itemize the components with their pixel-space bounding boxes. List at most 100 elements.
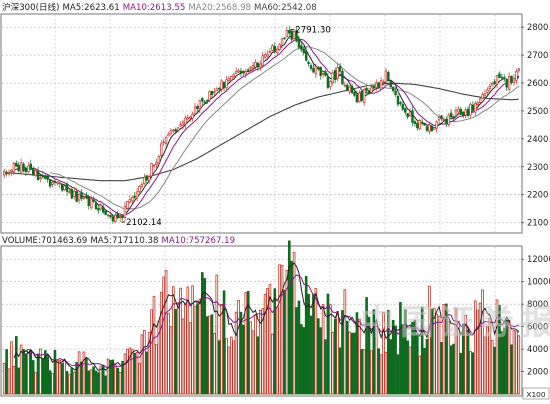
price-tick-label: 2600 xyxy=(527,78,548,88)
candle-body xyxy=(391,86,395,92)
volume-bar xyxy=(505,319,509,395)
volume-bar xyxy=(360,349,364,395)
candle-body xyxy=(210,90,214,96)
candle-body xyxy=(121,215,124,218)
candle-body xyxy=(319,66,322,76)
volume-bar xyxy=(452,343,455,395)
candle-body xyxy=(377,82,380,89)
candle xyxy=(401,100,405,111)
candle xyxy=(205,98,209,105)
legend-entry: MA60:2542.08 xyxy=(254,3,317,13)
volume-bar xyxy=(483,336,487,395)
volume-bars xyxy=(2,240,521,395)
candle-body xyxy=(140,184,144,187)
volume-bar xyxy=(464,314,467,395)
candle-body xyxy=(466,108,470,116)
candle xyxy=(160,139,163,160)
candle xyxy=(138,184,141,194)
candle-body xyxy=(507,76,511,90)
candle-body xyxy=(114,215,117,222)
volume-bar xyxy=(275,307,279,395)
candle-body xyxy=(179,124,182,127)
volume-bar xyxy=(461,323,465,395)
volume-bar xyxy=(196,303,199,395)
volume-bar xyxy=(208,315,211,395)
candle xyxy=(225,76,228,92)
volume-panel-frame xyxy=(0,245,523,397)
candle-body xyxy=(133,195,136,198)
candle xyxy=(483,89,487,99)
candle-body xyxy=(174,129,177,132)
candle xyxy=(133,191,136,199)
volume-bar xyxy=(152,295,156,395)
candle xyxy=(186,114,190,121)
volume-bar xyxy=(495,299,499,395)
candle-body xyxy=(433,127,436,130)
candle xyxy=(428,121,431,135)
candle-body xyxy=(157,155,161,164)
candle xyxy=(152,163,156,170)
candle xyxy=(19,158,23,174)
volume-unit-label: X100 xyxy=(526,390,545,399)
volume-bar xyxy=(348,331,351,395)
candle-body xyxy=(428,124,431,132)
candle-body xyxy=(268,51,272,54)
volume-bar xyxy=(34,372,37,395)
volume-bar xyxy=(515,330,518,395)
candle-body xyxy=(483,93,487,97)
volume-bar xyxy=(290,261,294,395)
candle-body xyxy=(143,176,146,184)
candle-body xyxy=(58,182,61,185)
candle-body xyxy=(413,121,417,124)
candle xyxy=(210,90,214,99)
candle xyxy=(271,43,274,52)
candle-body xyxy=(457,108,460,113)
volume-bar xyxy=(118,371,122,395)
candle xyxy=(239,67,243,78)
volume-bar xyxy=(355,312,359,395)
volume-bar xyxy=(403,309,407,395)
volume-bar xyxy=(39,348,42,395)
volume-bar xyxy=(53,349,57,395)
candle-body xyxy=(24,168,28,173)
price-tick-label: 2500 xyxy=(527,106,548,116)
candle-body xyxy=(512,78,516,83)
candle-body xyxy=(68,191,71,193)
candle xyxy=(2,168,6,179)
price-panel-frame xyxy=(0,13,523,234)
candle-body xyxy=(22,163,25,172)
volume-bar xyxy=(24,353,28,395)
volume-bar xyxy=(116,367,120,395)
candle-body xyxy=(283,37,286,39)
candle-body xyxy=(89,198,93,209)
candle-body xyxy=(401,104,405,110)
volume-bar xyxy=(97,372,100,395)
volume-bar xyxy=(420,306,424,395)
candle xyxy=(466,105,470,118)
volume-bar xyxy=(384,351,388,395)
candle-body xyxy=(510,75,513,84)
volume-bar xyxy=(423,347,426,395)
candle xyxy=(360,90,363,103)
candle-body xyxy=(48,179,52,187)
candle-body xyxy=(498,73,501,78)
candle-body xyxy=(375,82,378,88)
candle xyxy=(75,188,78,203)
candle xyxy=(331,69,334,86)
volume-bar xyxy=(239,311,243,395)
volume-bar xyxy=(345,320,349,395)
legend-entry: MA20:2568.98 xyxy=(188,3,251,13)
candle-body xyxy=(379,80,383,90)
volume-bar xyxy=(500,331,504,395)
volume-bar xyxy=(302,327,306,395)
candle xyxy=(68,189,71,195)
volume-bar xyxy=(123,353,127,395)
volume-bar xyxy=(449,345,453,395)
candle xyxy=(63,185,66,191)
volume-bar xyxy=(56,360,59,395)
candle-body xyxy=(126,201,129,209)
candle xyxy=(230,75,233,82)
candle xyxy=(358,90,361,103)
candle xyxy=(73,187,76,200)
candle-body xyxy=(360,90,363,101)
